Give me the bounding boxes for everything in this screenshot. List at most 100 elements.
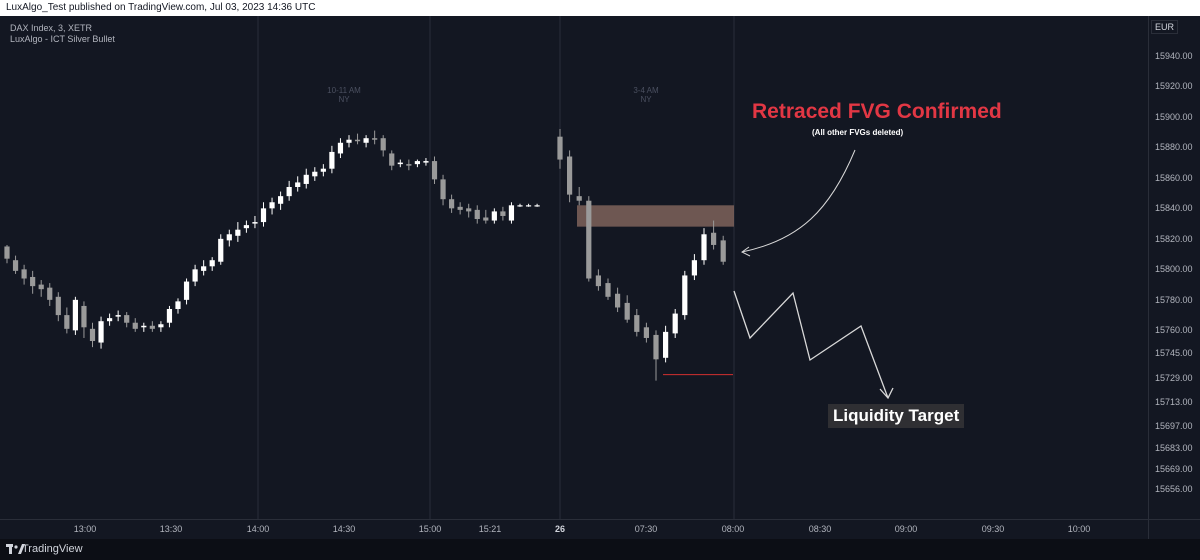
- candle-body: [312, 171, 318, 177]
- price-label: 15780.00: [1155, 295, 1193, 305]
- candle: [682, 270, 688, 320]
- candle: [457, 202, 463, 215]
- time-label: 15:21: [478, 524, 502, 534]
- candle: [209, 257, 215, 271]
- candle: [605, 278, 611, 300]
- candle: [149, 321, 155, 332]
- chart-pane[interactable]: DAX Index, 3, XETR LuxAlgo - ICT Silver …: [0, 16, 1148, 519]
- candle-body: [295, 182, 301, 187]
- candle-body: [192, 269, 198, 282]
- fvg-title-annotation: Retraced FVG Confirmed: [752, 100, 1002, 123]
- callout-arrowhead: [741, 246, 751, 257]
- candle: [21, 264, 27, 285]
- candle-body: [243, 225, 249, 229]
- time-label: 07:30: [634, 524, 658, 534]
- candle: [201, 260, 207, 276]
- symbol-legend[interactable]: DAX Index, 3, XETR: [10, 23, 93, 33]
- price-label: 15840.00: [1155, 203, 1193, 213]
- price-label: 15729.00: [1155, 373, 1193, 383]
- zigzag-arrowhead: [879, 387, 894, 400]
- candle-body: [457, 206, 463, 210]
- candle-body: [226, 234, 232, 241]
- candle-body: [64, 315, 70, 329]
- candle-body: [701, 234, 707, 261]
- candle: [30, 270, 36, 294]
- candle: [183, 278, 190, 305]
- candle: [115, 310, 121, 322]
- candle: [260, 202, 267, 227]
- candle: [474, 205, 480, 224]
- candle: [397, 159, 403, 168]
- candle: [132, 318, 138, 332]
- time-axis[interactable]: 13:00 13:30 14:00 14:30 15:00 15:21 26 0…: [0, 519, 1148, 540]
- currency-label[interactable]: EUR: [1151, 20, 1179, 34]
- candle-body: [38, 284, 44, 290]
- time-label: 13:00: [73, 524, 97, 534]
- candle-body: [337, 142, 344, 154]
- candle-body: [260, 208, 267, 223]
- candle: [483, 209, 489, 224]
- liquidity-target-label: Liquidity Target: [828, 404, 965, 428]
- candle-body: [235, 229, 241, 236]
- candle: [414, 159, 420, 168]
- candle: [720, 235, 726, 265]
- candle-body: [149, 325, 155, 329]
- price-label: 15800.00: [1155, 264, 1193, 274]
- candle-body: [12, 260, 19, 271]
- candle-body: [449, 199, 455, 209]
- price-label: 15713.00: [1155, 397, 1193, 407]
- candle-body: [380, 138, 386, 151]
- candle-body: [431, 161, 438, 180]
- publish-info: LuxAlgo_Test published on TradingView.co…: [6, 2, 316, 13]
- candle-body: [691, 260, 697, 276]
- candle-body: [269, 202, 275, 209]
- fvg-subtitle-annotation: (All other FVGs deleted): [812, 128, 904, 137]
- candle-body: [491, 211, 497, 221]
- candle: [567, 150, 573, 203]
- candle: [380, 135, 386, 157]
- candle: [107, 313, 113, 326]
- candle-body: [586, 200, 592, 279]
- price-label: 15656.00: [1155, 484, 1193, 494]
- candle: [218, 234, 224, 265]
- candle: [701, 228, 707, 265]
- session-1-time: 10-11 AM: [327, 86, 361, 95]
- session-2-time: 3-4 AM: [633, 86, 659, 95]
- time-label: 09:30: [981, 524, 1005, 534]
- candle-body: [278, 196, 284, 204]
- candles-group: [4, 129, 726, 381]
- session-vlines: [257, 16, 735, 519]
- candle-body: [567, 156, 573, 195]
- candle: [500, 206, 506, 221]
- time-label: 15:00: [418, 524, 442, 534]
- candle-body: [605, 283, 611, 297]
- fvg-zone-box[interactable]: [577, 205, 734, 227]
- candle: [624, 295, 630, 323]
- price-label: 15760.00: [1155, 325, 1193, 335]
- candle-body: [557, 136, 563, 160]
- publish-bar: LuxAlgo_Test published on TradingView.co…: [0, 0, 1200, 16]
- candle-body: [414, 161, 420, 165]
- candle-body: [346, 139, 352, 143]
- candle: [517, 203, 523, 207]
- price-label: 15683.00: [1155, 443, 1193, 453]
- indicator-legend[interactable]: LuxAlgo - ICT Silver Bullet: [10, 34, 115, 44]
- price-axis[interactable]: EUR 15940.00 15920.00 15900.00 15880.00 …: [1148, 16, 1200, 519]
- time-label: 09:00: [894, 524, 918, 534]
- candle-body: [286, 187, 292, 197]
- candle: [466, 203, 472, 218]
- time-label-day: 26: [554, 524, 566, 534]
- candle: [269, 197, 275, 215]
- candle-body: [595, 275, 601, 287]
- candle: [141, 322, 147, 332]
- candle-body: [423, 161, 429, 163]
- axis-corner: [1148, 519, 1200, 540]
- candle: [47, 283, 53, 306]
- candle-body: [406, 164, 412, 166]
- time-label: 08:30: [808, 524, 832, 534]
- candle-body: [440, 179, 446, 200]
- candle-body: [483, 217, 489, 221]
- candle: [72, 296, 78, 335]
- candle: [449, 194, 455, 213]
- candle-body: [72, 299, 78, 331]
